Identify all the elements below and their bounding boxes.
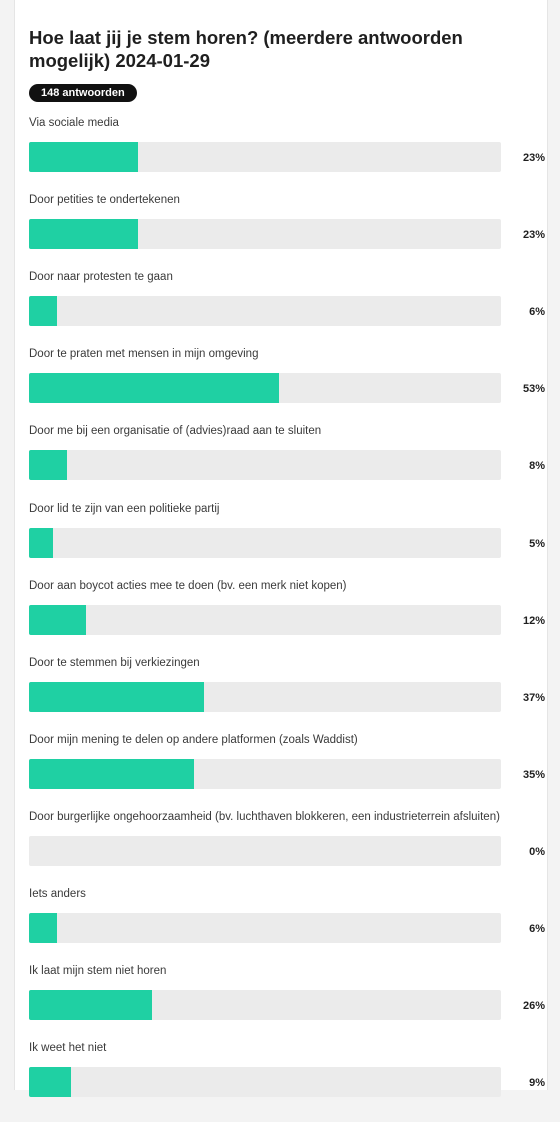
poll-option-bar-track: [29, 527, 501, 558]
poll-option-label: Door burgerlijke ongehoorzaamheid (bv. l…: [29, 810, 500, 823]
poll-option-row: Via sociale media 23%: [29, 117, 545, 194]
poll-option-bar: [29, 450, 67, 481]
poll-option-label: Door petities te ondertekenen: [29, 194, 180, 207]
poll-option-label: Door te stemmen bij verkiezingen: [29, 656, 200, 669]
poll-option-percentage: 8%: [529, 460, 545, 473]
poll-option-label: Iets anders: [29, 888, 86, 900]
poll-option-bar: [29, 990, 152, 1021]
poll-option-row: Ik laat mijn stem niet horen 26%: [29, 965, 545, 1042]
poll-option-bar-track: [29, 990, 501, 1021]
poll-option-bar-track: [29, 296, 501, 327]
poll-option-bar: [29, 758, 195, 789]
poll-option-bar: [29, 142, 138, 172]
poll-option-row: Door mijn mening te delen op andere plat…: [29, 734, 545, 811]
poll-option-row: Door burgerlijke ongehoorzaamheid (bv. l…: [29, 811, 545, 888]
poll-option-bar: [29, 219, 138, 250]
poll-option-bar: [29, 913, 58, 943]
poll-option-label: Door mijn mening te delen op andere plat…: [29, 733, 358, 746]
poll-option-bar-track: [29, 681, 501, 712]
poll-option-percentage: 35%: [522, 768, 545, 781]
poll-option-row: Door naar protesten te gaan 6%: [29, 271, 545, 348]
poll-option-row: Ik weet het niet 9%: [29, 1042, 545, 1119]
poll-title: Hoe laat jij je stem horen? (meerdere an…: [29, 27, 463, 71]
poll-option-bar: [29, 296, 58, 327]
responses-count-badge: 148 antwoorden: [29, 84, 137, 102]
poll-option-bar-track: [29, 142, 501, 172]
poll-option-percentage: 12%: [522, 614, 545, 627]
poll-option-percentage: 23%: [522, 152, 545, 164]
poll-option-percentage: 53%: [522, 383, 545, 396]
poll-option-bar-track: [29, 373, 501, 404]
poll-option-percentage: 26%: [522, 1000, 545, 1013]
poll-option-bar-track: [29, 219, 501, 250]
poll-option-row: Iets anders 6%: [29, 888, 545, 965]
poll-option-row: Door me bij een organisatie of (advies)r…: [29, 425, 545, 502]
poll-option-percentage: 0%: [529, 845, 545, 858]
poll-option-row: Door aan boycot acties mee te doen (bv. …: [29, 580, 545, 657]
poll-option-bar: [29, 604, 86, 635]
poll-option-label: Door te praten met mensen in mijn omgevi…: [29, 348, 259, 361]
poll-option-label: Via sociale media: [29, 117, 119, 129]
poll-option-percentage: 5%: [529, 537, 545, 550]
poll-option-label: Ik weet het niet: [29, 1042, 107, 1055]
poll-option-label: Door lid te zijn van een politieke parti…: [29, 502, 220, 515]
poll-option-label: Door me bij een organisatie of (advies)r…: [29, 425, 322, 438]
poll-option-bar: [29, 373, 280, 404]
poll-option-bar-track: [29, 758, 501, 789]
poll-option-percentage: 23%: [522, 229, 545, 242]
poll-option-percentage: 6%: [529, 923, 545, 935]
poll-option-bar: [29, 1067, 72, 1098]
poll-option-row: Door te stemmen bij verkiezingen 37%: [29, 657, 545, 734]
poll-option-bar-track: [29, 604, 501, 635]
poll-option-label: Door naar protesten te gaan: [29, 271, 173, 284]
poll-option-bar-track: [29, 835, 501, 866]
poll-option-bar: [29, 681, 204, 712]
poll-option-label: Door aan boycot acties mee te doen (bv. …: [29, 579, 347, 592]
poll-option-bar-track: [29, 450, 501, 481]
poll-option-percentage: 37%: [522, 691, 545, 704]
poll-option-bar-track: [29, 913, 501, 943]
poll-card: Hoe laat jij je stem horen? (meerdere an…: [14, 0, 548, 1098]
poll-option-bar-track: [29, 1067, 501, 1098]
poll-option-percentage: 6%: [529, 306, 545, 319]
poll-option-row: Door lid te zijn van een politieke parti…: [29, 503, 545, 580]
poll-option-label: Ik laat mijn stem niet horen: [29, 965, 167, 978]
poll-option-bar: [29, 527, 53, 558]
poll-option-row: Door petities te ondertekenen 23%: [29, 194, 545, 271]
poll-option-percentage: 9%: [529, 1077, 545, 1090]
poll-option-row: Door te praten met mensen in mijn omgevi…: [29, 348, 545, 425]
